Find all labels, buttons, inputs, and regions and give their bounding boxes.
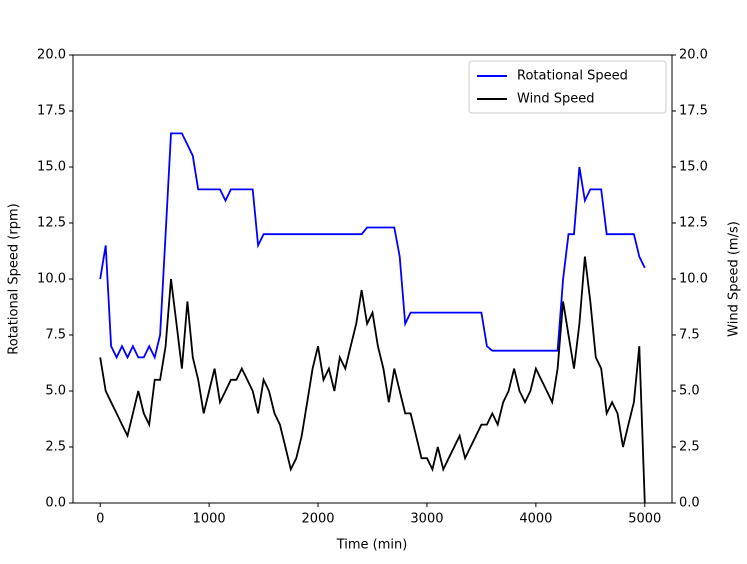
y2-tick-label: 20.0 [679,48,708,63]
y2-tick-label: 0.0 [679,496,700,511]
y2-tick-label: 5.0 [679,384,700,399]
data-line [99,132,646,361]
y-tick-label: 15.0 [37,160,66,175]
x-tick-label: 2000 [301,512,334,527]
x-tick-label: 0 [96,512,104,527]
data-line [99,256,646,504]
y2-axis-label: Wind Speed (m/s) [727,221,742,337]
y2-tick-label: 12.5 [679,216,708,231]
y2-tick-label: 17.5 [679,104,708,119]
x-tick-label: 5000 [628,512,661,527]
legend-label: Wind Speed [517,92,595,107]
legend-label: Rotational Speed [517,69,628,84]
y-tick-label: 5.0 [45,384,66,399]
x-tick-label: 4000 [519,512,552,527]
y-tick-label: 7.5 [45,328,66,343]
y-tick-label: 10.0 [37,272,66,287]
y-tick-label: 20.0 [37,48,66,63]
x-tick-label: 1000 [193,512,226,527]
y-tick-label: 17.5 [37,104,66,119]
x-axis-label: Time (min) [336,538,408,553]
y2-tick-label: 7.5 [679,328,700,343]
legend-box [468,60,667,114]
y-tick-label: 12.5 [37,216,66,231]
y-tick-label: 0.0 [45,496,66,511]
x-tick-label: 3000 [410,512,443,527]
y-axis-label: Rotational Speed (rpm) [7,203,22,354]
y2-tick-label: 15.0 [679,160,708,175]
y-tick-label: 2.5 [45,440,66,455]
y2-tick-label: 10.0 [679,272,708,287]
y2-tick-label: 2.5 [679,440,700,455]
